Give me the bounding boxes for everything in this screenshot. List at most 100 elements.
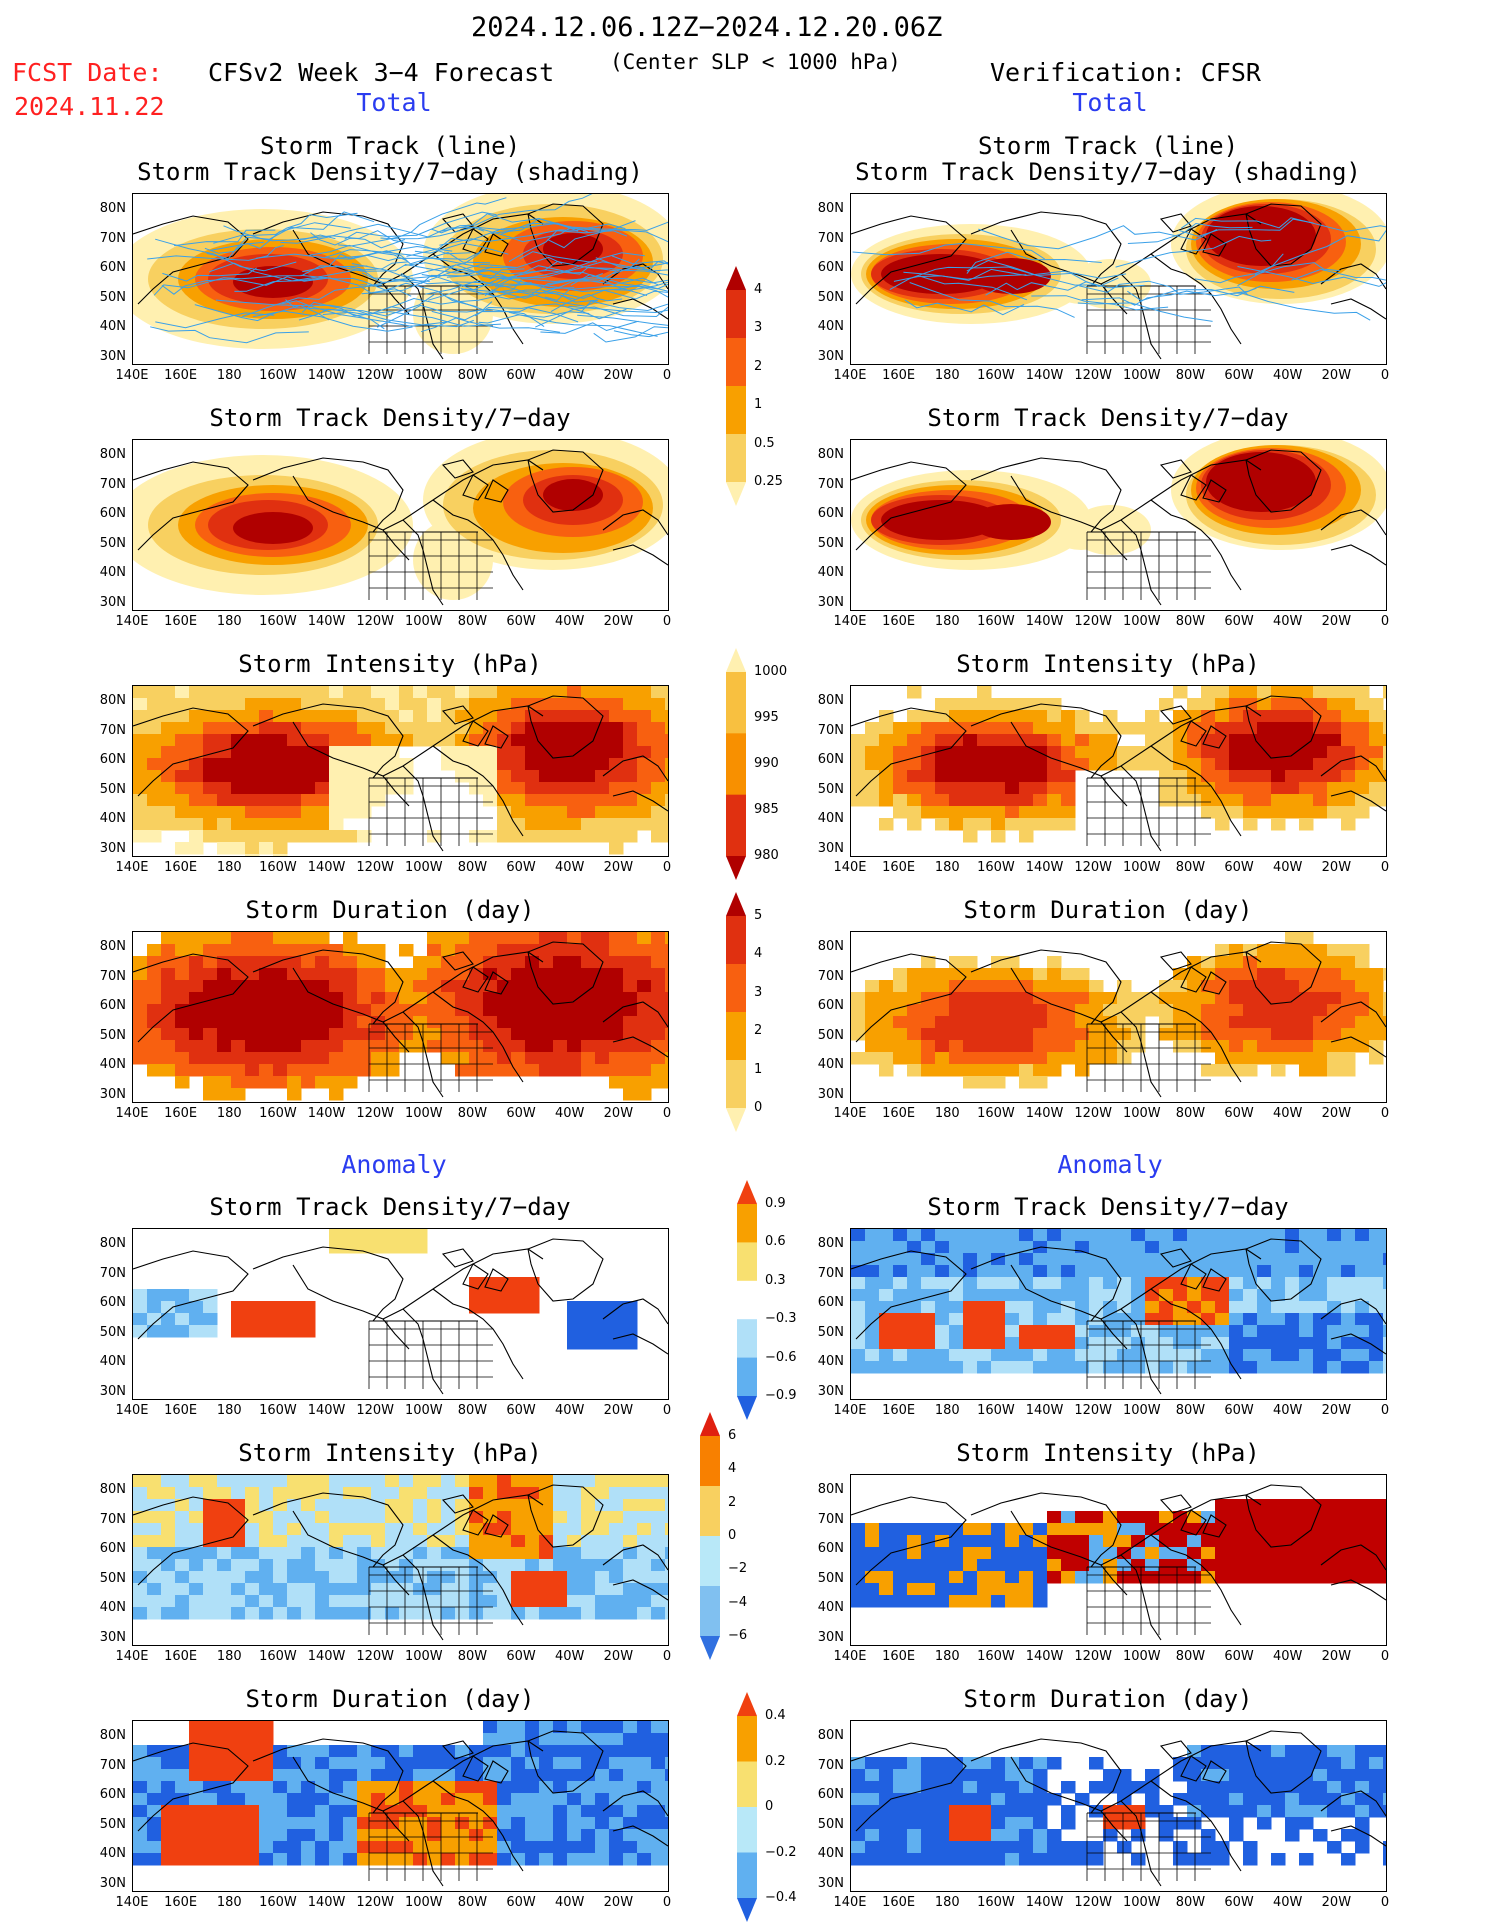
duranom-cell xyxy=(525,1805,540,1818)
intensity-cell xyxy=(1369,758,1384,771)
intensity-cell xyxy=(1383,758,1386,771)
duration-cell xyxy=(455,944,470,957)
danom-cell xyxy=(977,1361,992,1374)
intensity-cell xyxy=(665,806,668,819)
duration-cell xyxy=(1047,1040,1062,1053)
title-intensity-left: Storm Intensity (hPa) xyxy=(238,650,542,678)
ianom-cell xyxy=(413,1511,428,1524)
duranom-cell xyxy=(1355,1793,1370,1806)
danom-cell xyxy=(1019,1289,1034,1302)
ianom-cell xyxy=(301,1475,316,1488)
danom-cell xyxy=(1131,1277,1146,1290)
ianom-cell xyxy=(315,1499,330,1512)
duranom-cell xyxy=(329,1853,344,1866)
duranom-cell xyxy=(879,1769,894,1782)
duranom-cell xyxy=(497,1793,512,1806)
intensity-cell xyxy=(483,722,498,735)
date-range: 2024.12.06.12Z−2024.12.20.06Z xyxy=(471,12,943,43)
duration-cell xyxy=(1173,992,1188,1005)
ianom-cell xyxy=(539,1559,554,1572)
ianom-cell xyxy=(147,1535,162,1548)
duration-cell xyxy=(595,932,610,945)
duranom-cell xyxy=(1313,1805,1328,1818)
duranom-cell xyxy=(977,1841,992,1854)
ianom-cell xyxy=(1369,1547,1384,1560)
colorbar-tip-bottom xyxy=(726,1108,746,1132)
duranom-cell xyxy=(609,1829,624,1842)
intensity-cell xyxy=(567,830,582,843)
intensity-cell xyxy=(455,770,470,783)
danom-cell xyxy=(1285,1337,1300,1350)
ianom-cell xyxy=(469,1535,484,1548)
duration-cell xyxy=(539,980,554,993)
ianom-cell xyxy=(1061,1523,1076,1536)
duration-cell xyxy=(1215,980,1230,993)
colorbar-label: 4 xyxy=(728,1461,737,1477)
duration-cell xyxy=(287,1064,302,1077)
intensity-cell xyxy=(273,686,288,699)
danom-cell xyxy=(907,1361,922,1374)
duranom-cell xyxy=(1145,1805,1160,1818)
danom-cell xyxy=(1019,1337,1034,1350)
duranom-cell xyxy=(1145,1781,1160,1794)
ianom-cell xyxy=(1369,1559,1384,1572)
intensity-cell xyxy=(1229,758,1244,771)
danom-cell xyxy=(1117,1289,1132,1302)
danom-cell xyxy=(511,1301,526,1314)
intensity-cell xyxy=(161,722,176,735)
duration-cell xyxy=(539,1040,554,1053)
ianom-cell xyxy=(525,1583,540,1596)
intensity-cell xyxy=(1215,818,1230,831)
intensity-cell xyxy=(1257,734,1272,747)
duration-cell xyxy=(427,944,442,957)
duranom-cell xyxy=(399,1805,414,1818)
duranom-cell xyxy=(203,1745,218,1758)
intensity-cell xyxy=(217,710,232,723)
intensity-cell xyxy=(623,830,638,843)
ianom-cell xyxy=(935,1523,950,1536)
lon-label: 120W xyxy=(1074,614,1112,629)
intensity-cell xyxy=(231,782,246,795)
danom-cell xyxy=(1229,1313,1244,1326)
duration-cell xyxy=(595,1064,610,1077)
ianom-cell xyxy=(879,1595,894,1608)
intensity-cell xyxy=(921,794,936,807)
duranom-cell xyxy=(1229,1745,1244,1758)
intensity-cell xyxy=(1187,698,1202,711)
duranom-cell xyxy=(907,1829,922,1842)
lat-label: 70N xyxy=(817,968,844,984)
danom-cell xyxy=(1159,1277,1174,1290)
intensity-cell xyxy=(1047,710,1062,723)
duration-cell xyxy=(357,1040,372,1053)
duranom-cell xyxy=(539,1793,554,1806)
ianom-cell xyxy=(161,1487,176,1500)
danom-cell xyxy=(1215,1289,1230,1302)
duration-cell xyxy=(469,1064,484,1077)
ianom-cell xyxy=(133,1499,148,1512)
duration-cell xyxy=(977,1040,992,1053)
duranom-cell xyxy=(385,1781,400,1794)
duranom-cell xyxy=(469,1829,484,1842)
duration-cell xyxy=(315,932,330,945)
duration-cell xyxy=(133,1052,148,1065)
ianom-cell xyxy=(217,1499,232,1512)
duranom-cell xyxy=(865,1769,880,1782)
intensity-cell xyxy=(259,770,274,783)
ianom-cell xyxy=(189,1595,204,1608)
ianom-cell xyxy=(595,1583,610,1596)
duranom-cell xyxy=(637,1781,652,1794)
lon-label: 140E xyxy=(115,1895,149,1910)
intensity-cell xyxy=(343,734,358,747)
storm-tracks xyxy=(852,217,1386,322)
intensity-cell xyxy=(1033,794,1048,807)
danom-cell xyxy=(189,1289,204,1302)
ianom-cell xyxy=(371,1523,386,1536)
coastlines xyxy=(133,1730,668,1887)
duration-cell xyxy=(1313,980,1328,993)
ianom-cell xyxy=(175,1535,190,1548)
intensity-cell xyxy=(1299,710,1314,723)
duranom-cell xyxy=(949,1817,964,1830)
track-panel-forecast xyxy=(132,193,669,365)
ianom-cell xyxy=(665,1559,668,1572)
ianom-cell xyxy=(315,1607,330,1620)
